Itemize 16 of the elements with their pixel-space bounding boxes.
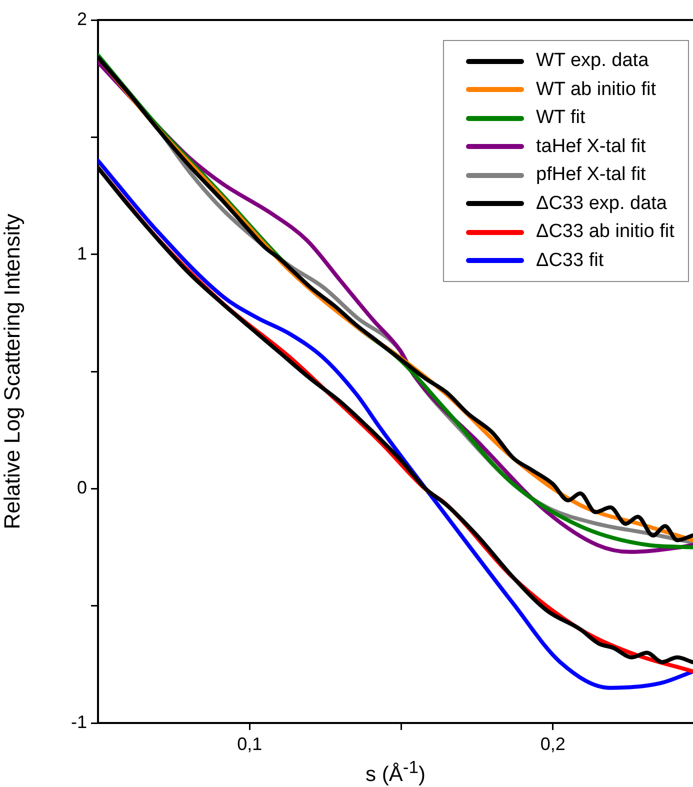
y-tick-label: -1 xyxy=(70,712,87,732)
legend-label: WT fit xyxy=(536,106,586,130)
legend-label: WT exp. data xyxy=(536,49,649,73)
x-tick-label: 0,1 xyxy=(237,734,262,754)
y-tick-label: 2 xyxy=(76,8,87,29)
legend-label: WT ab initio fit xyxy=(536,78,656,102)
x-tick-label: 0,2 xyxy=(540,734,566,754)
x-axis-title: s (Å$^{-1}$) xyxy=(366,756,426,787)
legend-label: ΔC33 ab initio fit xyxy=(536,220,674,244)
legend-label: ΔC33 fit xyxy=(536,248,604,272)
legend-label: pfHef X-tal fit xyxy=(536,163,646,187)
y-tick-label: 1 xyxy=(76,243,87,264)
y-axis-title: Relative Log Scattering Intensity xyxy=(0,214,24,530)
legend-label: ΔC33 exp. data xyxy=(536,192,667,216)
legend-label: taHef X-tal fit xyxy=(536,134,646,158)
y-tick-label: 0 xyxy=(76,478,87,498)
